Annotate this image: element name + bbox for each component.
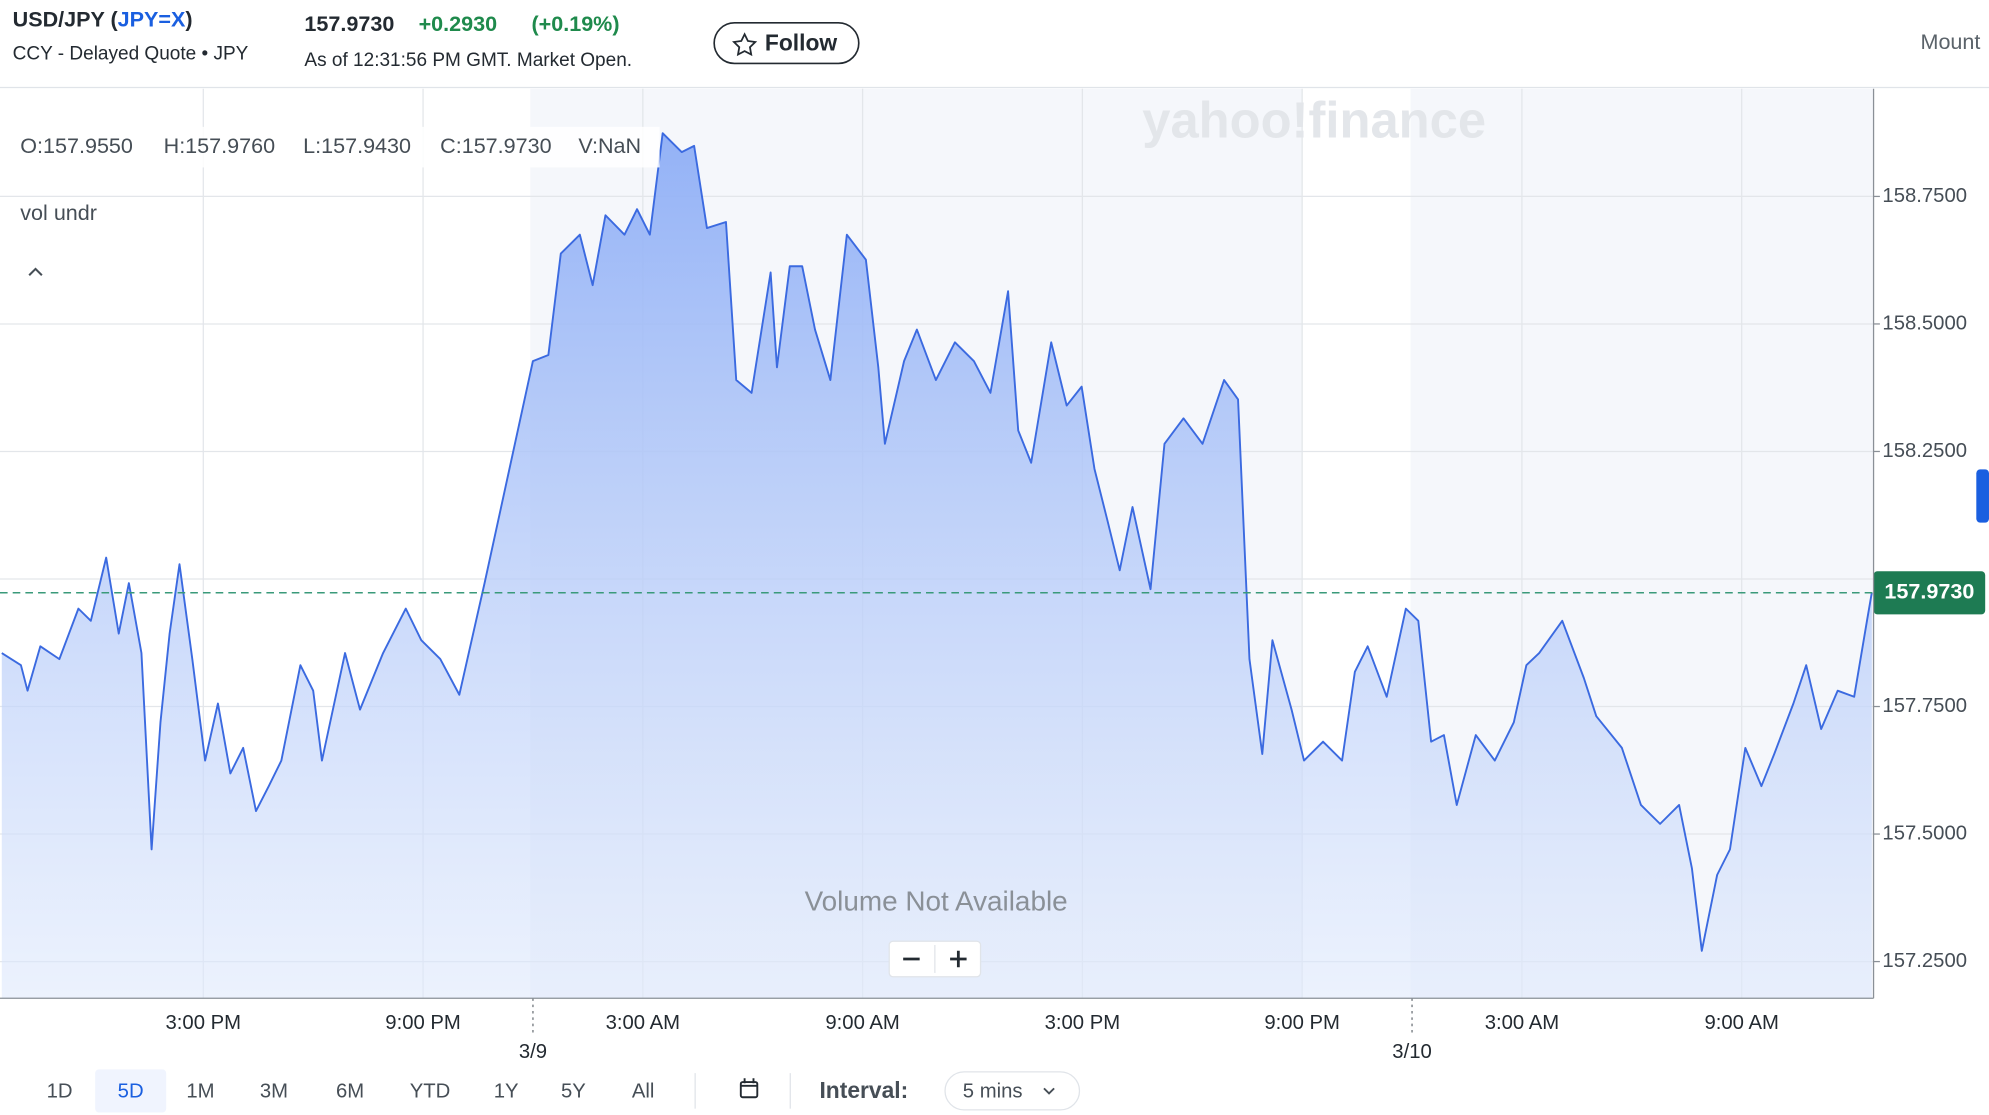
chart-controls: O:157.9550 H:157.9760 L:157.9430 C:157.9730… bbox=[10, 126, 1081, 1113]
calendar-top bbox=[740, 1078, 758, 1087]
side-tab[interactable] bbox=[1976, 469, 1989, 523]
change-percent: (+0.19%) bbox=[532, 11, 620, 36]
y-tick-label: 157.5000 bbox=[1882, 822, 1967, 844]
x-tick-label: 3:00 PM bbox=[1045, 1012, 1121, 1034]
y-tick-label: 158.5000 bbox=[1882, 312, 1967, 334]
x-tick-label: 9:00 PM bbox=[385, 1012, 461, 1034]
cut-off-text: Mount bbox=[1920, 29, 1980, 54]
current-price-label: 157.9730 bbox=[1884, 578, 1974, 603]
range-button[interactable]: 6M bbox=[336, 1081, 364, 1103]
x-tick-label: 3:00 PM bbox=[166, 1012, 242, 1034]
dropdown-caret bbox=[1043, 1087, 1055, 1095]
date-tick-label: 3/10 bbox=[1392, 1041, 1431, 1063]
x-tick-label: 9:00 AM bbox=[825, 1012, 899, 1034]
study-bg bbox=[10, 197, 132, 231]
ohlc-value: H:157.9760 bbox=[164, 133, 275, 158]
follow-button[interactable]: Follow bbox=[713, 22, 860, 65]
as-of: As of 12:31:56 PM GMT. Market Open. bbox=[304, 50, 632, 71]
range-button[interactable]: 5Y bbox=[561, 1081, 586, 1103]
x-tick-label: 3:00 AM bbox=[1485, 1012, 1559, 1034]
interval-dropdown[interactable] bbox=[944, 1071, 1081, 1111]
current-price-box bbox=[1873, 571, 1986, 615]
range-button[interactable]: 3M bbox=[260, 1081, 288, 1103]
y-tick-label: 158.7500 bbox=[1882, 185, 1967, 207]
price-line bbox=[1, 132, 1873, 952]
ohlc-value: O:157.9550 bbox=[20, 133, 133, 158]
ohlc-value: L:157.9430 bbox=[303, 133, 411, 158]
zoom-in[interactable] bbox=[950, 950, 967, 968]
ohlc-value: V:NaN bbox=[578, 133, 641, 158]
subtitle: CCY - Delayed Quote • JPY bbox=[13, 44, 249, 65]
y-tick-label: 158.2500 bbox=[1882, 440, 1967, 462]
range-selected-bg bbox=[95, 1069, 167, 1113]
price: 157.9730 bbox=[304, 11, 394, 36]
title-c: ) bbox=[185, 6, 192, 31]
star-icon bbox=[732, 32, 758, 57]
study-label: vol undr bbox=[20, 200, 97, 225]
date-tick-label: 3/9 bbox=[519, 1041, 547, 1063]
calendar-icon[interactable] bbox=[739, 1081, 759, 1099]
ohlc-bg bbox=[10, 126, 660, 168]
follow-label[interactable]: Follow bbox=[765, 29, 838, 55]
volume-note: Volume Not Available bbox=[805, 886, 1068, 917]
symbol: JPY=X bbox=[118, 6, 186, 31]
y-tick-label: 157.7500 bbox=[1882, 695, 1967, 717]
collapse-icon[interactable] bbox=[28, 267, 43, 276]
x-tick-label: 3:00 AM bbox=[606, 1012, 680, 1034]
x-tick-label: 9:00 PM bbox=[1264, 1012, 1340, 1034]
y-tick-label: 157.2500 bbox=[1882, 950, 1967, 972]
range-button[interactable]: 1D bbox=[47, 1081, 73, 1103]
range-button[interactable]: YTD bbox=[410, 1081, 451, 1103]
x-tick-label: 9:00 AM bbox=[1704, 1012, 1778, 1034]
area-fill bbox=[1, 133, 1872, 999]
interval-value[interactable]: 5 mins bbox=[963, 1081, 1023, 1103]
watermark: yahoo!finance bbox=[1142, 92, 1486, 149]
range-button[interactable]: 1Y bbox=[494, 1081, 519, 1103]
interval-label: Interval: bbox=[819, 1077, 908, 1103]
change: +0.2930 bbox=[419, 11, 498, 36]
range-button[interactable]: All bbox=[632, 1081, 655, 1103]
plot: yahoo!finance 157.2500 157.5000 157.7500 158… bbox=[0, 88, 1986, 1063]
quote-title: USD/JPY (JPY=X) bbox=[13, 6, 193, 31]
range-button[interactable]: 1M bbox=[186, 1081, 214, 1103]
title-a: USD/JPY ( bbox=[13, 6, 119, 31]
range-button[interactable]: 5D bbox=[118, 1081, 144, 1103]
ohlc-value: C:157.9730 bbox=[440, 133, 551, 158]
